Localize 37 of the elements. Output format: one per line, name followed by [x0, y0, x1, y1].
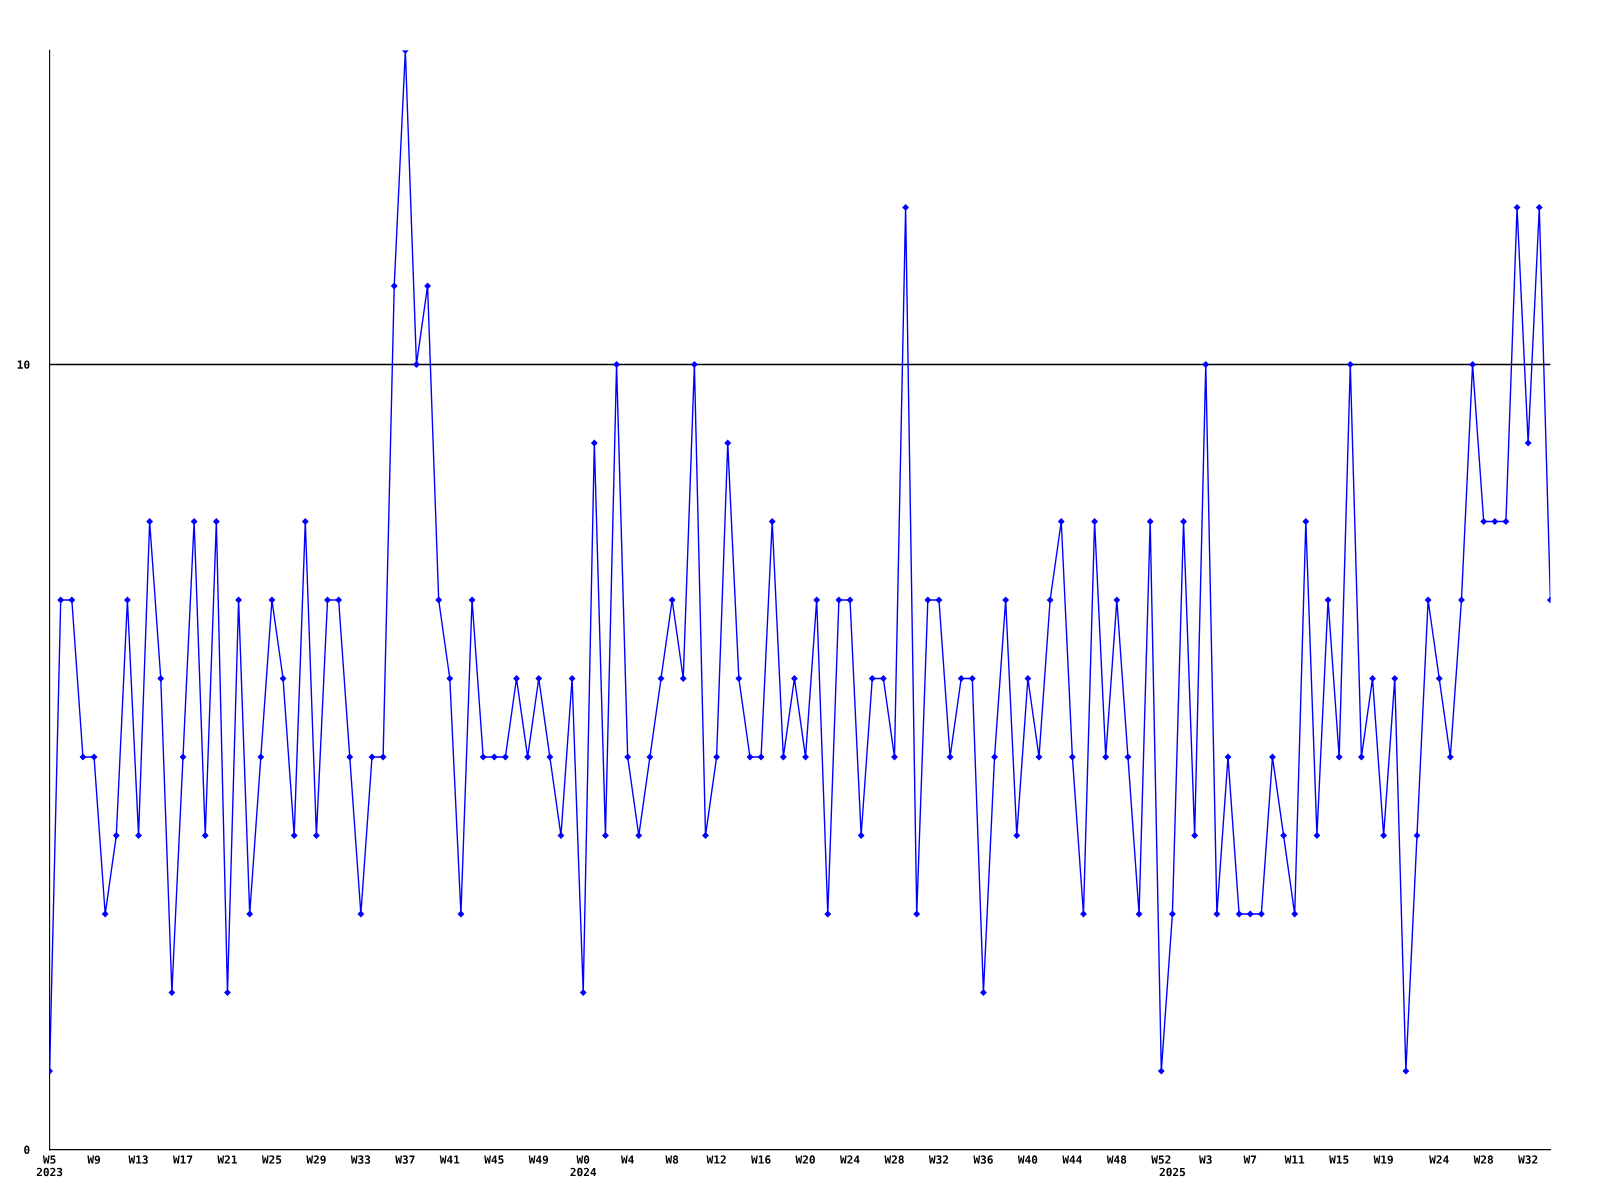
- x-tick-label: W20: [795, 1155, 815, 1164]
- x-tick-label: W21: [217, 1155, 237, 1164]
- x-tick-label: W52: [1151, 1155, 1171, 1164]
- x-tick-label: W24: [839, 1155, 860, 1164]
- x-tick-label: 2025: [1159, 1167, 1186, 1177]
- x-tick-label: W4: [621, 1155, 634, 1164]
- x-tick-label: W33: [350, 1155, 371, 1164]
- x-tick-label: W32: [928, 1155, 949, 1164]
- x-tick-label: W16: [751, 1155, 771, 1164]
- x-tick-label: W28: [884, 1155, 904, 1164]
- y-tick-label: 10: [17, 360, 30, 369]
- x-tick-label: W37: [395, 1155, 415, 1164]
- x-tick-label: W11: [1284, 1155, 1305, 1164]
- y-tick-label: 0: [24, 1145, 30, 1154]
- x-tick-label: W28: [1473, 1155, 1494, 1164]
- x-tick-label: W3: [1199, 1155, 1212, 1164]
- x-tick-label: W7: [1243, 1155, 1257, 1164]
- x-tick-label: W17: [172, 1155, 193, 1164]
- x-tick-label: W40: [1017, 1155, 1038, 1164]
- x-tick-label: W48: [1106, 1155, 1127, 1164]
- x-tick-label: W41: [439, 1155, 460, 1164]
- x-tick-label: W44: [1062, 1155, 1082, 1164]
- x-tick-label: W19: [1373, 1155, 1393, 1164]
- x-tick-label: W13: [128, 1155, 148, 1164]
- x-tick-label: W9: [87, 1155, 101, 1164]
- x-tick-label: W15: [1329, 1155, 1349, 1164]
- x-tick-label: W45: [484, 1155, 504, 1164]
- x-tick-label: W5 2023: [36, 1155, 63, 1177]
- x-tick-label: W32: [1518, 1155, 1538, 1164]
- x-tick-label: W25: [261, 1155, 282, 1164]
- x-tick-label: W49: [528, 1155, 549, 1164]
- x-tick-label: W29: [306, 1155, 326, 1164]
- x-tick-label: W24: [1429, 1155, 1449, 1164]
- x-tick-label: W36: [973, 1155, 993, 1164]
- x-tick-label: W8: [665, 1155, 679, 1164]
- x-tick-label: W12: [706, 1155, 726, 1164]
- x-tick-label: W0 2024: [570, 1155, 597, 1177]
